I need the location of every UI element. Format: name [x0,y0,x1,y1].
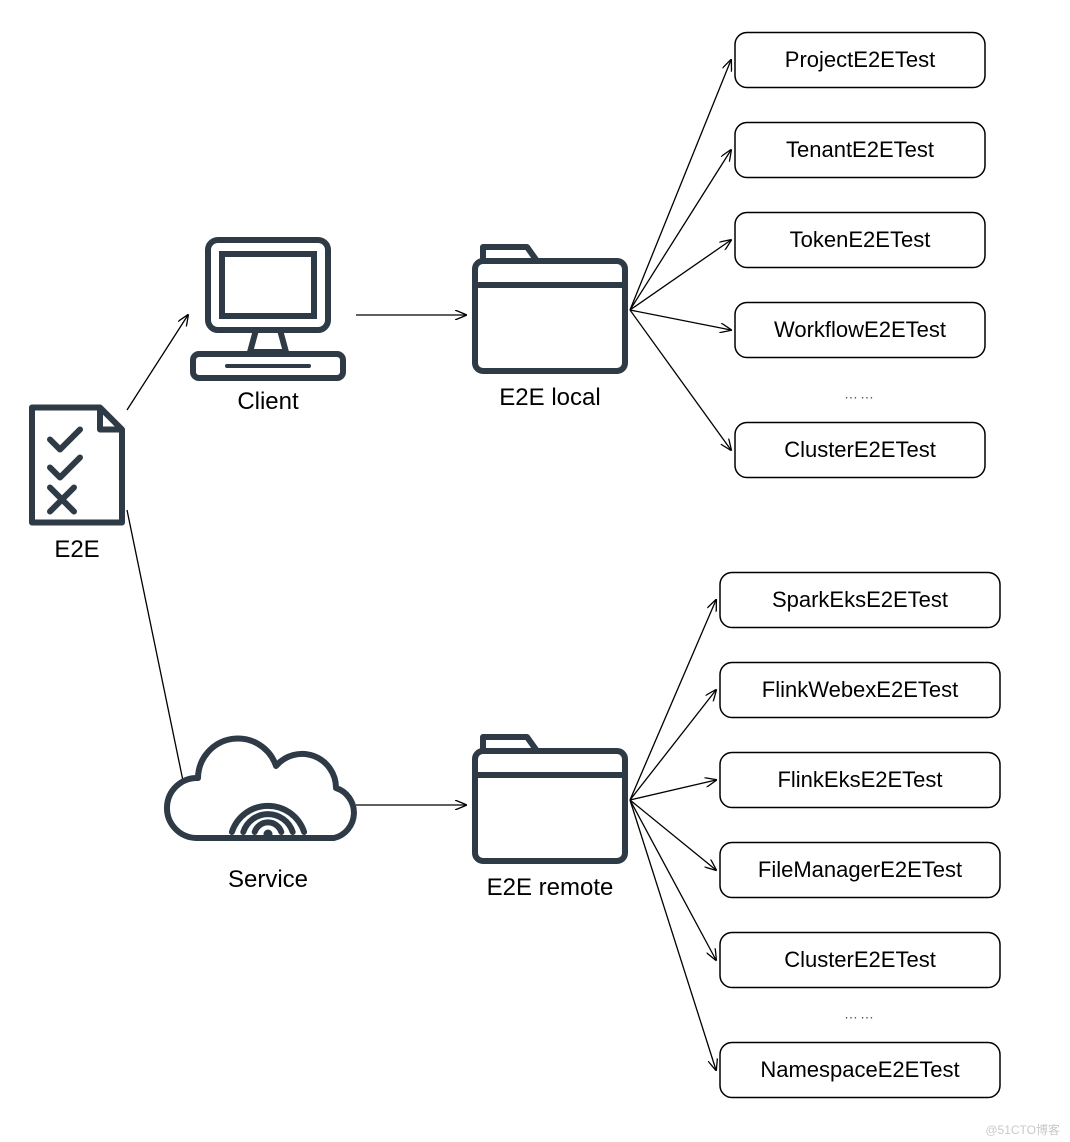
edge-root-service [127,510,188,805]
service-ellipsis: …… [844,1006,876,1022]
edge-project-e2e-test [630,60,731,310]
folder-icon-e2e-remote [475,737,625,861]
edge-tenant-e2e-test [630,150,731,310]
cluster-e2e-test-remote-label: ClusterE2ETest [784,947,936,972]
folder-icon-e2e-local [475,247,625,371]
e2e-local-label: E2E local [499,384,600,411]
checklist-icon [32,408,122,523]
flinkeks-e2e-test-label: FlinkEksE2ETest [777,767,942,792]
workflow-e2e-test-label: WorkflowE2ETest [774,317,946,342]
cluster-e2e-test-local-label: ClusterE2ETest [784,437,936,462]
e2e-remote-label: E2E remote [487,874,614,901]
edge-sparkeks-e2e-test [630,600,716,800]
edge-workflow-e2e-test [630,310,731,330]
sparkeks-e2e-test-label: SparkEksE2ETest [772,587,948,612]
edge-filemanager-e2e-test [630,800,716,870]
filemanager-e2e-test-label: FileManagerE2ETest [758,857,962,882]
edge-root-client [127,315,188,410]
flinkwebex-e2e-test-label: FlinkWebexE2ETest [762,677,958,702]
project-e2e-test-label: ProjectE2ETest [785,47,935,72]
root-label: E2E [54,536,99,563]
client-label: Client [237,388,299,415]
tenant-e2e-test-label: TenantE2ETest [786,137,934,162]
namespace-e2e-test-label: NamespaceE2ETest [760,1057,959,1082]
cloud-wifi-icon [167,738,354,838]
client-ellipsis: …… [844,386,876,402]
token-e2e-test-label: TokenE2ETest [790,227,931,252]
watermark: @51CTO博客 [985,1122,1060,1137]
edge-token-e2e-test [630,240,731,310]
service-label: Service [228,866,308,893]
edge-cluster-e2e-test-local [630,310,731,450]
computer-icon [193,240,343,378]
e2e-tree-diagram: E2E Client E2E local ProjectE2ETest TenantE2… [0,0,1070,1142]
